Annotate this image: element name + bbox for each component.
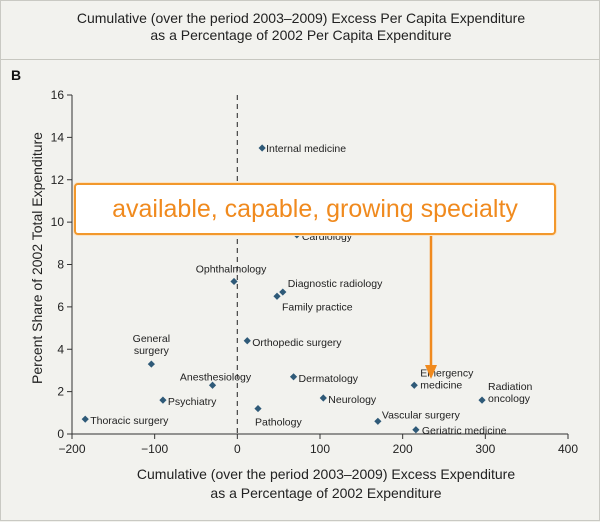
chart-title-line-1: Cumulative (over the period 2003–2009) E… <box>76 10 526 26</box>
data-point-marker <box>159 396 167 404</box>
data-point-label-line: surgery <box>134 345 170 357</box>
data-point-marker <box>279 288 287 296</box>
data-point-label: Geriatric medicine <box>422 425 507 437</box>
data-points: Internal medicineCardiologyOphthalmology… <box>81 143 533 437</box>
data-point-marker <box>208 381 217 389</box>
data-point-label: Dermatology <box>299 373 359 385</box>
title-divider <box>1 59 600 60</box>
data-point-label: Radiation oncology <box>488 381 533 405</box>
x-axis-label-line-2: as a Percentage of 2002 Expenditure <box>210 485 442 501</box>
y-tick-label: 2 <box>57 385 64 399</box>
data-point-label-line: General <box>133 333 170 345</box>
data-point-label: Thoracic surgery <box>90 415 169 427</box>
chart-title-line-2: as a Percentage of 2002 Per Capita Expen… <box>150 27 452 43</box>
x-axis-label-line-1: Cumulative (over the period 2003–2009) E… <box>136 466 516 482</box>
data-point-marker <box>254 404 262 413</box>
data-point-label-line: medicine <box>420 379 462 391</box>
y-tick-label: 6 <box>57 300 64 314</box>
y-tick-label: 8 <box>57 258 64 272</box>
x-tick-label: 100 <box>310 442 330 456</box>
y-tick-label: 4 <box>57 342 64 356</box>
y-tick-label: 16 <box>51 88 65 102</box>
axes: 0 2 4 6 8 10 12 14 16 −200 −100 0 100 200 300 400 <box>51 88 579 456</box>
callout-arrow-group <box>425 233 437 379</box>
data-point-marker <box>243 337 251 345</box>
data-point-label: Diagnostic radiology <box>288 278 383 290</box>
data-point-marker <box>289 373 298 381</box>
data-point-marker <box>273 292 281 300</box>
data-point-label: Family practice <box>282 301 353 313</box>
y-axis-label: Percent Share of 2002 Total Expenditure <box>29 132 45 384</box>
y-tick-label: 12 <box>51 173 65 187</box>
y-tick-label: 0 <box>57 427 64 441</box>
data-point-label: Anesthesiology <box>180 371 252 383</box>
data-point-label: Vascular surgery <box>382 409 461 421</box>
callout-arrow-head <box>425 365 437 379</box>
data-point-marker <box>230 277 238 286</box>
data-point-marker <box>374 417 382 425</box>
data-point-label: General surgery <box>133 333 170 357</box>
x-tick-label: −200 <box>58 442 85 456</box>
x-tick-label: −100 <box>141 442 168 456</box>
data-point-marker <box>147 360 155 368</box>
data-point-marker <box>412 426 420 434</box>
data-point-label: Ophthalmology <box>196 263 267 275</box>
data-point-label: Psychiatry <box>168 396 217 408</box>
callout-text: available, capable, growing specialty <box>112 194 518 223</box>
data-point-marker <box>410 381 418 389</box>
x-tick-label: 400 <box>558 442 578 456</box>
callout-box: available, capable, growing specialty <box>74 183 556 235</box>
data-point-marker <box>319 394 327 402</box>
data-point-marker <box>478 396 486 404</box>
data-point-label: Pathology <box>255 417 302 429</box>
data-point-label: Internal medicine <box>266 143 346 155</box>
x-tick-label: 0 <box>234 442 241 456</box>
data-point-marker <box>81 415 89 423</box>
x-tick-label: 200 <box>393 442 413 456</box>
panel-label: B <box>11 67 22 83</box>
y-tick-label: 14 <box>51 130 65 144</box>
data-point-label-line: Radiation <box>488 381 533 393</box>
data-point-marker <box>258 144 266 152</box>
y-tick-label: 10 <box>51 215 65 229</box>
data-point-label-line: oncology <box>488 393 531 405</box>
data-point-label: Neurology <box>328 394 377 406</box>
data-point-label: Orthopedic surgery <box>252 337 342 349</box>
x-tick-label: 300 <box>475 442 495 456</box>
